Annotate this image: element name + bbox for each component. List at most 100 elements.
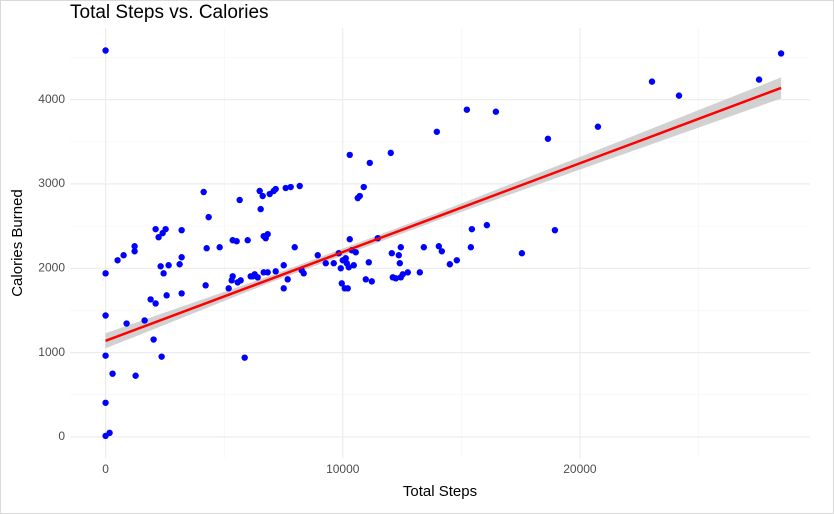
point xyxy=(483,221,491,229)
x-tick-label: 0 xyxy=(102,462,109,476)
point xyxy=(648,78,656,85)
point xyxy=(102,270,109,277)
point xyxy=(352,249,359,256)
chart-title: Total Steps vs. Calories xyxy=(70,2,269,23)
point xyxy=(356,192,363,200)
point xyxy=(296,182,303,190)
point xyxy=(150,336,157,343)
point xyxy=(109,370,116,377)
point xyxy=(342,255,349,262)
point xyxy=(360,183,367,191)
point xyxy=(244,237,251,244)
point xyxy=(280,285,287,292)
point xyxy=(387,149,394,157)
point xyxy=(272,268,279,275)
point xyxy=(338,280,345,287)
point xyxy=(202,282,209,289)
y-axis-title: Calories Burned xyxy=(9,189,26,297)
point xyxy=(152,300,159,307)
point xyxy=(397,244,404,251)
point xyxy=(300,270,307,277)
point xyxy=(152,225,159,233)
point xyxy=(132,372,139,379)
y-tick-label: 4000 xyxy=(38,92,65,106)
point xyxy=(362,276,369,283)
point xyxy=(420,244,428,251)
point xyxy=(257,205,264,213)
y-tick-label: 3000 xyxy=(38,176,65,190)
point xyxy=(350,262,357,269)
point xyxy=(467,244,475,251)
point xyxy=(229,273,236,280)
point xyxy=(131,248,138,255)
point xyxy=(366,159,373,167)
point xyxy=(236,196,243,204)
y-tick-label: 0 xyxy=(58,429,65,443)
x-axis-title: Total Steps xyxy=(403,483,477,500)
point xyxy=(216,244,223,251)
point xyxy=(446,261,454,268)
point xyxy=(162,225,169,233)
point xyxy=(102,312,109,319)
point xyxy=(241,354,248,361)
point xyxy=(314,252,321,259)
point xyxy=(365,259,372,266)
point xyxy=(438,248,446,255)
point xyxy=(322,260,329,267)
point xyxy=(463,106,471,113)
point xyxy=(395,252,403,259)
point xyxy=(435,243,443,250)
point xyxy=(160,270,167,277)
point xyxy=(468,225,476,233)
point xyxy=(200,188,207,196)
point xyxy=(388,250,396,257)
point xyxy=(272,185,279,193)
point xyxy=(344,285,351,292)
point xyxy=(178,226,185,234)
point xyxy=(102,352,109,359)
point xyxy=(114,257,121,264)
point xyxy=(264,230,271,238)
y-tick-label: 2000 xyxy=(38,260,65,274)
point xyxy=(392,275,399,282)
point xyxy=(345,264,352,271)
fit-line xyxy=(105,86,782,342)
point xyxy=(453,257,461,264)
point xyxy=(594,123,602,130)
point xyxy=(237,277,244,284)
point xyxy=(141,317,148,324)
point xyxy=(203,245,210,252)
point xyxy=(675,92,683,99)
point xyxy=(368,278,375,285)
point xyxy=(284,276,291,283)
point xyxy=(178,254,185,261)
point xyxy=(176,261,183,268)
point xyxy=(259,192,266,200)
point xyxy=(492,108,500,115)
point xyxy=(291,244,298,251)
point xyxy=(399,271,407,278)
point xyxy=(433,128,441,135)
point xyxy=(280,262,287,269)
point xyxy=(131,243,138,250)
y-tick-label: 1000 xyxy=(38,345,65,359)
point xyxy=(404,269,412,276)
point xyxy=(157,263,164,270)
point xyxy=(544,135,552,142)
point xyxy=(165,262,172,269)
confidence-band xyxy=(105,77,782,349)
x-tick-label: 20000 xyxy=(563,462,597,476)
point xyxy=(416,269,424,276)
point xyxy=(551,226,559,234)
point xyxy=(102,47,109,54)
point xyxy=(155,233,162,241)
point xyxy=(158,353,165,360)
point xyxy=(330,260,337,267)
point xyxy=(225,285,232,292)
point xyxy=(178,290,185,297)
point xyxy=(233,238,240,245)
point xyxy=(254,274,261,281)
point xyxy=(102,399,109,406)
